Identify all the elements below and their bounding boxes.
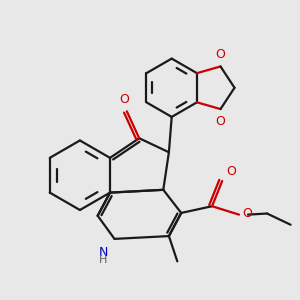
Text: N: N	[98, 246, 108, 259]
Text: O: O	[242, 207, 252, 220]
Text: O: O	[216, 48, 225, 61]
Text: O: O	[216, 115, 225, 128]
Text: O: O	[119, 93, 129, 106]
Text: O: O	[227, 165, 236, 178]
Text: H: H	[99, 255, 107, 265]
